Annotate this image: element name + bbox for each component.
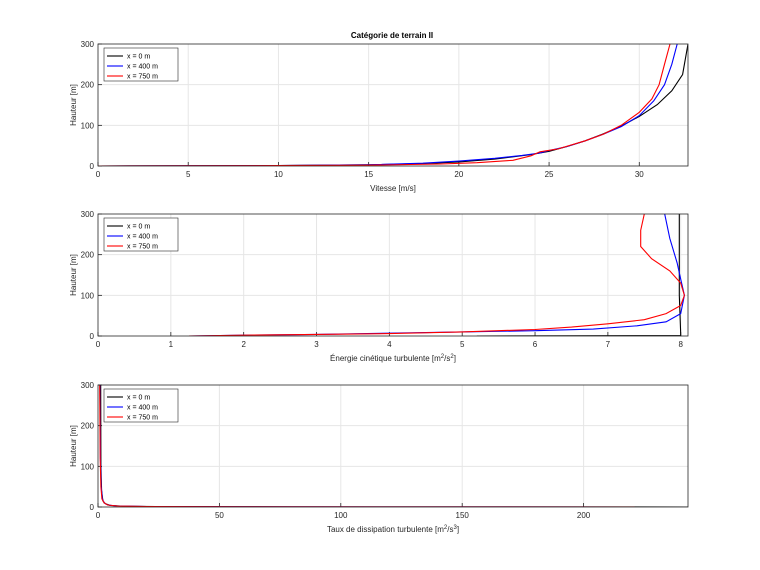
x-tick-label: 200 [577,511,591,520]
x-tick-label: 4 [387,340,392,349]
axes-frame [97,43,689,167]
x-tick-label: 30 [635,170,644,179]
legend-label: x = 750 m [127,415,158,422]
x-axis-label-part: Taux de dissipation turbulente [m [327,525,444,534]
y-axis-label: Hauteur [m] [69,254,78,296]
axes-frame [97,384,689,508]
legend-label: x = 0 m [127,54,150,61]
x-tick-label: 1 [169,340,174,349]
y-tick-label: 0 [90,332,95,341]
series-line-x-750-m [188,214,685,336]
grid [98,214,688,336]
x-axis-label-part: ] [454,354,456,363]
x-tick-label: 150 [456,511,470,520]
x-axis-label-part: 2 [444,525,448,531]
x-tick-label: 50 [215,511,224,520]
x-axis-label-part: ] [457,525,459,534]
figure-title: Catégorie de terrain II [351,31,433,40]
plot-area [98,385,688,507]
x-tick-label: 5 [460,340,465,349]
y-tick-label: 100 [81,121,95,130]
plot-3: 0 50 100 150 200 0 100 200 300 Hauteur [m] Taux de… [69,381,689,534]
x-axis-label: Taux de dissipation turbulente [m2/s3] [327,525,459,534]
x-tick-label: 2 [241,340,246,349]
axes-frame [97,213,689,337]
y-tick-label: 0 [90,162,95,171]
y-tick-label: 300 [81,210,95,219]
legend-label: x = 400 m [127,405,158,412]
series-line-x-750-m [98,44,671,166]
legend: x = 0 m x = 400 m x = 750 m [103,47,179,82]
x-tick-label: 10 [274,170,283,179]
x-tick-label: 6 [533,340,538,349]
x-tick-label: 7 [606,340,611,349]
x-axis-label: Vitesse [m/s] [370,184,416,193]
x-axis-label-part: 3 [453,525,457,531]
legend: x = 0 m x = 400 m x = 750 m [103,217,179,252]
y-tick-label: 100 [81,462,95,471]
y-tick-label: 200 [81,81,95,90]
x-tick-label: 15 [364,170,373,179]
x-tick-label: 5 [186,170,191,179]
legend-label: x = 0 m [127,224,150,231]
legend-label: x = 750 m [127,244,158,251]
y-tick-label: 300 [81,40,95,49]
legend-label: x = 750 m [127,74,158,81]
plot-area [98,214,688,336]
x-tick-label: 3 [314,340,319,349]
x-axis-label-part: /s [444,354,450,363]
legend-label: x = 400 m [127,64,158,71]
x-axis-label-part: Énergie cinétique turbulente [m [330,354,441,363]
x-tick-label: 100 [334,511,348,520]
plot-2: 0 1 2 3 4 5 6 7 8 0 100 200 300 Hauteur [m] Énergie ci… [69,210,689,363]
grid [98,385,688,507]
x-tick-label: 8 [678,340,683,349]
x-tick-label: 0 [96,511,101,520]
x-axis-label-part: /s [447,525,453,534]
y-tick-label: 100 [81,291,95,300]
x-tick-label: 20 [454,170,463,179]
legend: x = 0 m x = 400 m x = 750 m [103,388,179,423]
y-tick-label: 0 [90,503,95,512]
y-axis-label: Hauteur [m] [69,425,78,467]
y-axis-label: Hauteur [m] [69,84,78,126]
x-tick-label: 25 [545,170,554,179]
y-tick-label: 300 [81,381,95,390]
x-axis-label: Énergie cinétique turbulente [m2/s2] [330,354,456,363]
y-tick-label: 200 [81,422,95,431]
x-axis-label-part: 2 [450,354,454,360]
legend-label: x = 400 m [127,234,158,241]
y-tick-label: 200 [81,251,95,260]
x-tick-label: 0 [96,340,101,349]
x-axis-label-part: 2 [441,354,445,360]
grid [98,44,688,166]
plot-area [98,44,688,166]
legend-label: x = 0 m [127,395,150,402]
x-tick-label: 0 [96,170,101,179]
